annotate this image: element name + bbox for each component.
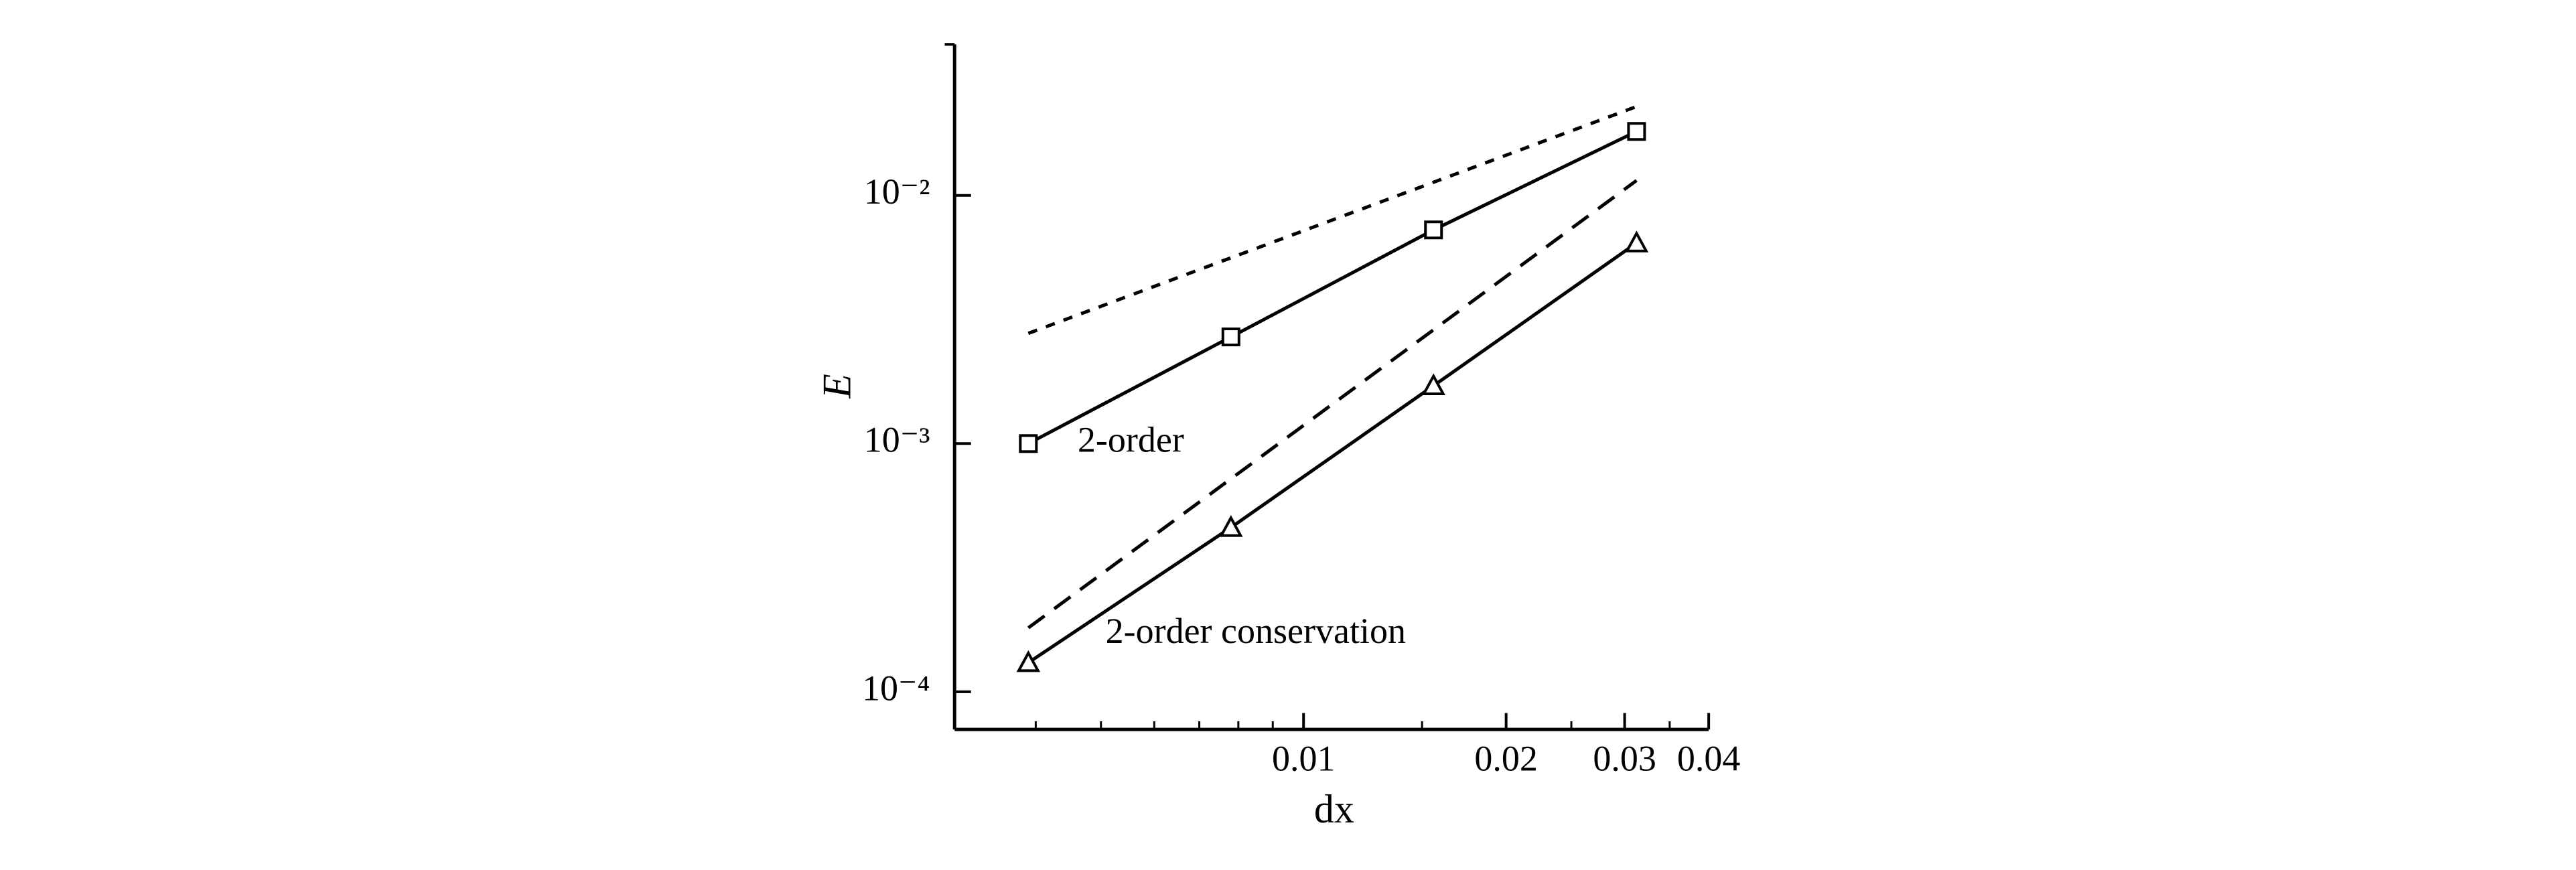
square-marker xyxy=(1627,122,1646,141)
triangle-marker xyxy=(1016,650,1041,672)
series-line xyxy=(1027,129,1638,445)
x-axis-label: dx xyxy=(1314,787,1354,831)
y-tick-label: 10⁻⁴ xyxy=(862,668,930,708)
square-marker xyxy=(1424,220,1443,240)
square-marker xyxy=(1221,328,1240,347)
triangle-marker xyxy=(1421,373,1446,395)
x-tick-label: 0.01 xyxy=(1272,739,1336,779)
series-line xyxy=(1027,104,1638,336)
series-line xyxy=(1027,241,1638,664)
series-label: 2-order conservation xyxy=(1106,611,1406,651)
y-tick-label: 10⁻³ xyxy=(864,420,930,460)
triangle-marker xyxy=(1624,230,1649,252)
x-tick-label: 0.03 xyxy=(1593,739,1656,779)
triangle-marker xyxy=(1219,515,1243,537)
x-tick-label: 0.04 xyxy=(1677,739,1741,779)
square-marker xyxy=(1019,434,1038,453)
y-tick-label: 10⁻² xyxy=(864,171,930,212)
series-label: 2-order xyxy=(1078,420,1184,460)
y-axis-label: E xyxy=(815,374,859,399)
x-tick-label: 0.02 xyxy=(1474,739,1538,779)
series-line xyxy=(1027,179,1638,630)
